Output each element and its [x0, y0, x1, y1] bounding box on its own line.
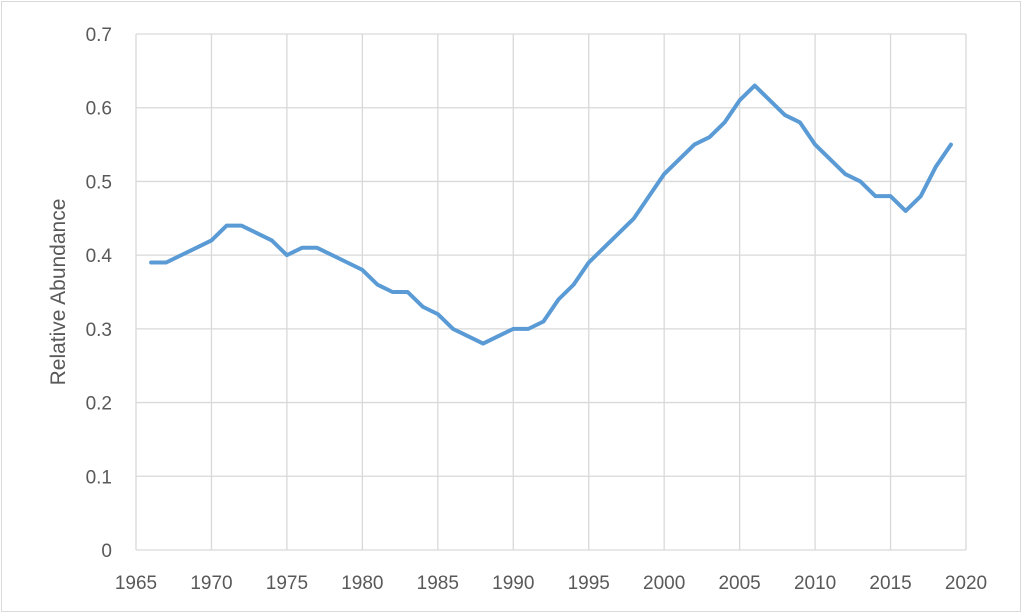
- x-tick-label: 1975: [266, 573, 308, 594]
- y-tick-label: 0.5: [86, 172, 112, 193]
- x-tick-label: 1985: [417, 573, 459, 594]
- gridlines: [135, 33, 967, 551]
- y-axis-tick-labels: 0 0.1 0.2 0.3 0.4 0.5 0.6 0.7: [86, 25, 113, 562]
- x-tick-label: 1990: [492, 573, 534, 594]
- x-tick-label: 2000: [643, 573, 685, 594]
- x-tick-label: 2005: [718, 573, 760, 594]
- x-tick-label: 2010: [794, 573, 836, 594]
- x-tick-label: 2020: [945, 573, 987, 594]
- x-tick-label: 1995: [568, 573, 610, 594]
- series-layer: [149, 83, 953, 346]
- x-tick-label: 2015: [869, 573, 911, 594]
- y-tick-label: 0.3: [86, 320, 112, 341]
- x-tick-label: 1980: [341, 573, 383, 594]
- x-axis-tick-labels: 1965 1970 1975 1980 1985 1990 1995 2000 2005 2010…: [115, 573, 987, 594]
- y-axis-title: Relative Abundance: [47, 199, 70, 386]
- y-tick-label: 0.2: [86, 394, 112, 415]
- x-tick-label: 1970: [190, 573, 232, 594]
- y-tick-label: 0.7: [86, 25, 112, 46]
- y-tick-label: 0.6: [86, 99, 112, 120]
- series-line: [149, 83, 953, 346]
- y-tick-label: 0.1: [86, 467, 112, 488]
- x-tick-label: 1965: [115, 573, 157, 594]
- y-tick-label: 0: [101, 541, 112, 562]
- y-tick-label: 0.4: [86, 246, 113, 267]
